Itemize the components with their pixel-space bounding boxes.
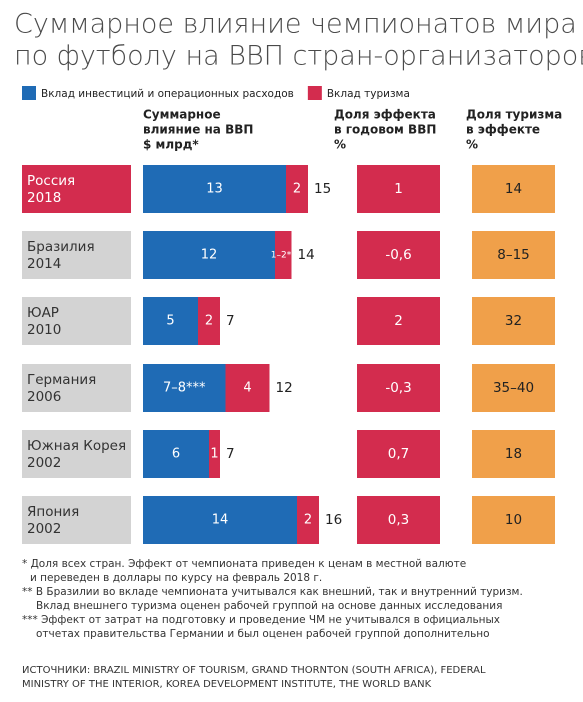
total-label: 14	[298, 247, 315, 263]
bar-label: 2	[205, 314, 213, 329]
column-header: влияние на ВВП	[143, 123, 253, 137]
legend-label: Вклад туризма	[327, 88, 410, 100]
chart-title: по футболу на ВВП стран-организаторов	[14, 41, 583, 72]
gdp-share-label: 1	[394, 181, 403, 197]
tourism-share-box	[472, 364, 555, 412]
category-label: Бразилия	[27, 239, 95, 255]
tourism-share-label: 10	[505, 512, 522, 528]
tourism-share-box	[472, 297, 555, 345]
category-box	[22, 496, 131, 544]
bar-label: 14	[212, 513, 229, 528]
column-header: %	[334, 138, 346, 152]
gdp-share-box	[357, 496, 440, 544]
gdp-share-label: -0,3	[385, 380, 411, 396]
column-header: в эффекте	[466, 123, 540, 137]
category-box	[22, 231, 131, 279]
gdp-share-box	[357, 430, 440, 478]
bar-label: 7–8***	[163, 381, 206, 396]
bar-label: 12	[201, 248, 218, 263]
total-label: 12	[276, 380, 293, 396]
column-header: %	[466, 138, 478, 152]
source: ИСТОЧНИКИ: BRAZIL MINISTRY OF TOURISM, G…	[22, 665, 486, 676]
tourism-share-box	[472, 231, 555, 279]
column-header: Доля эффекта	[334, 108, 436, 122]
footnote: *** Эффект от затрат на подготовку и про…	[22, 614, 500, 626]
category-year: 2002	[27, 521, 61, 537]
footnote: и переведен в доллары по курсу на феврал…	[30, 572, 322, 584]
tourism-share-label: 14	[505, 181, 522, 197]
bar-label: 6	[172, 447, 180, 462]
category-year: 2010	[27, 322, 61, 338]
category-box	[22, 364, 131, 412]
column-header: Суммарное	[143, 108, 221, 122]
legend-label: Вклад инвестиций и операционных расходов	[41, 88, 294, 100]
total-label: 16	[325, 512, 342, 528]
bar-label: 13	[206, 182, 223, 197]
bar-label: 1	[210, 447, 218, 462]
bar	[143, 430, 209, 478]
bar	[143, 297, 198, 345]
legend-swatch	[22, 86, 36, 100]
total-label: 7	[226, 313, 235, 329]
gdp-share-box	[357, 364, 440, 412]
tourism-share-box	[472, 430, 555, 478]
category-label: Германия	[27, 372, 96, 388]
category-label: Южная Корея	[27, 438, 126, 454]
category-year: 2006	[27, 389, 61, 405]
bar	[143, 364, 226, 412]
bar-label: 5	[166, 314, 174, 329]
tourism-share-label: 35–40	[493, 380, 534, 396]
category-label: Япония	[27, 504, 79, 520]
tourism-share-label: 18	[505, 446, 522, 462]
bar-label: 2	[293, 182, 301, 197]
category-label: Россия	[27, 173, 75, 189]
gdp-share-label: 0,3	[388, 512, 409, 528]
tourism-share-box	[472, 496, 555, 544]
bar-label: 1–2**	[271, 251, 296, 261]
tourism-share-label: 32	[505, 313, 522, 329]
gdp-share-label: 2	[394, 313, 403, 329]
bar	[225, 364, 270, 412]
footnote: * Доля всех стран. Эффект от чемпионата …	[22, 558, 466, 570]
legend-swatch	[307, 86, 322, 100]
column-header: $ млрд*	[143, 138, 199, 152]
category-year: 2018	[27, 190, 61, 206]
bar	[143, 231, 275, 279]
category-box	[22, 165, 131, 213]
gdp-share-box	[357, 231, 440, 279]
gdp-share-box	[357, 165, 440, 213]
chart-title: Суммарное влияние чемпионатов мира	[14, 9, 577, 40]
bar	[143, 496, 297, 544]
tourism-share-label: 8–15	[497, 247, 530, 263]
total-label: 15	[314, 181, 331, 197]
gdp-share-box	[357, 297, 440, 345]
gdp-share-label: -0,6	[385, 247, 411, 263]
bar	[275, 231, 292, 279]
column-header: Доля туризма	[466, 108, 562, 122]
bar	[286, 165, 308, 213]
bar	[198, 297, 220, 345]
category-year: 2002	[27, 455, 61, 471]
bar	[209, 430, 220, 478]
bar-label: 4	[243, 381, 251, 396]
bar	[143, 165, 286, 213]
category-label: ЮАР	[27, 305, 59, 321]
total-label: 7	[226, 446, 235, 462]
bar	[297, 496, 319, 544]
bar-label: 2	[304, 513, 312, 528]
category-box	[22, 297, 131, 345]
column-header: в годовом ВВП	[334, 123, 436, 137]
footnote: отчетах правительства Германии и был оце…	[36, 628, 490, 640]
tourism-share-box	[472, 165, 555, 213]
footnote: Вклад внешнего туризма оценен рабочей гр…	[36, 600, 502, 612]
footnote: ** В Бразилии во вкладе чемпионата учиты…	[22, 586, 523, 598]
category-box	[22, 430, 131, 478]
gdp-share-label: 0,7	[388, 446, 409, 462]
category-year: 2014	[27, 256, 61, 272]
source: MINISTRY OF THE INTERIOR, KOREA DEVELOPM…	[22, 679, 432, 690]
